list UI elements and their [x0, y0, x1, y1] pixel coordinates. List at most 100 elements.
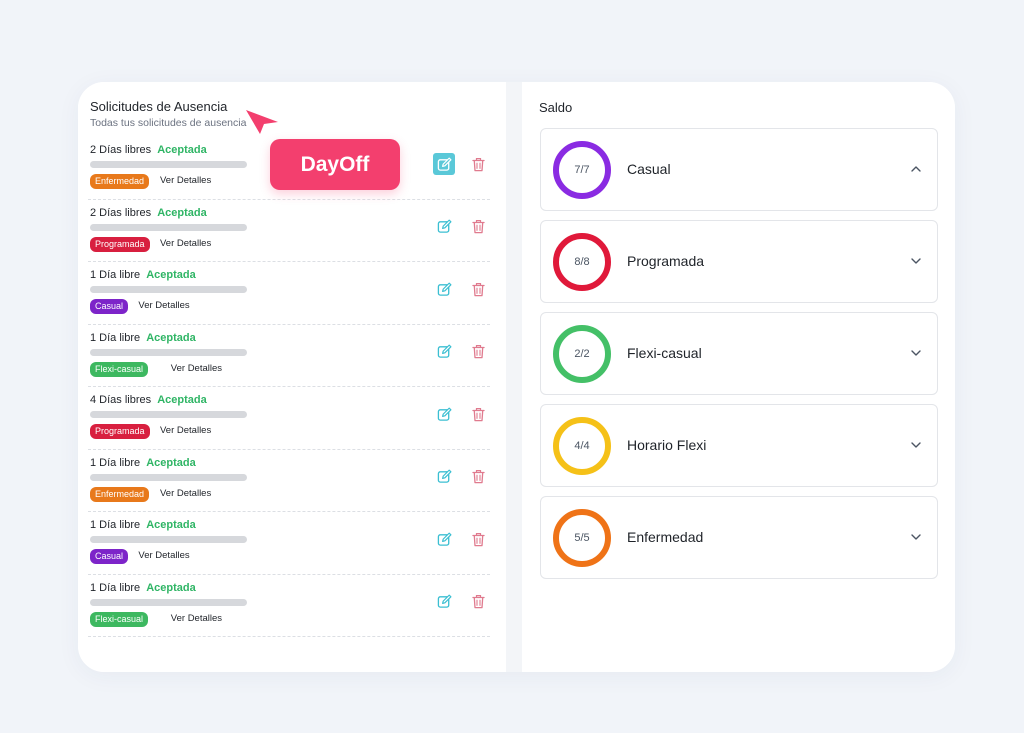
balance-type-label: Flexi-casual: [627, 345, 702, 361]
balance-ring: [553, 141, 611, 199]
chevron-icon[interactable]: [909, 438, 923, 452]
edit-button[interactable]: [433, 278, 455, 300]
request-days: 4 Días libres: [90, 394, 152, 406]
delete-button[interactable]: [467, 466, 489, 488]
balance-count: 5/5: [574, 532, 590, 544]
request-days: 1 Día libre: [90, 331, 141, 344]
request-type-badge: Casual: [90, 549, 129, 564]
request-status: Aceptada: [157, 144, 207, 156]
balance-item[interactable]: 4/4 Horario Flexi: [540, 404, 938, 487]
request-days: 1 Día libre: [90, 519, 141, 531]
request-status: Aceptada: [146, 581, 196, 594]
balance-count: 8/8: [574, 256, 590, 268]
request-detail-placeholder: [90, 348, 247, 356]
delete-button[interactable]: [467, 403, 489, 425]
edit-button[interactable]: [433, 591, 455, 613]
balance-ring: [553, 325, 611, 383]
delete-button[interactable]: [467, 278, 489, 300]
request-row: 4 Días libres Aceptada Programada Ver De…: [88, 387, 490, 450]
view-details-link[interactable]: Ver Detalles: [138, 300, 190, 311]
balance-item[interactable]: 8/8 Programada: [540, 220, 938, 303]
dayoff-tooltip: DayOff: [270, 139, 400, 190]
edit-button[interactable]: [433, 528, 455, 550]
view-details-link[interactable]: Ver Detalles: [160, 237, 212, 249]
chevron-icon[interactable]: [909, 162, 923, 176]
balance-type-label: Enfermedad: [627, 529, 704, 545]
view-details-link[interactable]: Ver Detalles: [160, 487, 212, 499]
trash-icon: [471, 532, 485, 546]
request-title: 2 Días libres Aceptada: [90, 144, 207, 156]
requests-list: 2 Días libres Aceptada Enfermedad Ver De…: [88, 137, 490, 637]
request-row: 1 Día libre Aceptada Casual Ver Detalles: [88, 262, 490, 325]
page-subtitle: Todas tus solicitudes de ausencia: [90, 117, 247, 129]
delete-button[interactable]: [467, 591, 489, 613]
request-type-badge: Casual: [90, 299, 129, 314]
balance-ring: [553, 417, 611, 475]
trash-icon: [471, 407, 485, 421]
trash-icon: [471, 345, 485, 359]
chevron-icon[interactable]: [909, 254, 923, 268]
request-row: 1 Día libre Aceptada Flexi-casual Ver De…: [88, 325, 490, 387]
request-status: Aceptada: [146, 519, 196, 531]
edit-button[interactable]: [433, 341, 455, 363]
edit-icon: [437, 219, 451, 233]
request-type-badge: Enfermedad: [90, 486, 150, 502]
cursor-icon: [246, 110, 278, 134]
view-details-link[interactable]: Ver Detalles: [170, 612, 223, 624]
request-type-badge: Programada: [90, 424, 150, 439]
request-detail-placeholder: [90, 161, 247, 168]
balance-count: 4/4: [574, 440, 590, 452]
request-days: 1 Día libre: [90, 269, 141, 281]
request-days: 2 Días libres: [90, 206, 152, 219]
edit-icon: [437, 157, 451, 171]
edit-button[interactable]: [433, 403, 455, 425]
request-status: Aceptada: [146, 269, 196, 281]
request-type-badge: Enfermedad: [90, 174, 150, 189]
request-detail-placeholder: [90, 473, 247, 481]
balance-item[interactable]: 2/2 Flexi-casual: [540, 312, 938, 395]
edit-button[interactable]: [433, 466, 455, 488]
request-detail-placeholder: [90, 411, 247, 418]
request-days: 1 Día libre: [90, 581, 141, 594]
chevron-icon[interactable]: [909, 530, 923, 544]
request-row: 2 Días libres Aceptada Enfermedad Ver De…: [88, 137, 490, 200]
request-status: Aceptada: [146, 456, 196, 469]
request-detail-placeholder: [90, 598, 247, 606]
edit-button[interactable]: [433, 153, 455, 175]
panel-divider: [506, 82, 522, 672]
request-title: 1 Día libre Aceptada: [90, 269, 196, 281]
request-days: 1 Día libre: [90, 456, 141, 469]
view-details-link[interactable]: Ver Detalles: [160, 175, 212, 186]
absence-card: Solicitudes de Ausencia Todas tus solici…: [78, 82, 955, 672]
balance-item[interactable]: 7/7 Casual: [540, 128, 938, 211]
view-details-link[interactable]: Ver Detalles: [170, 362, 223, 374]
delete-button[interactable]: [467, 341, 489, 363]
view-details-link[interactable]: Ver Detalles: [138, 550, 190, 561]
delete-button[interactable]: [467, 528, 489, 550]
balance-ring: [553, 233, 611, 291]
balance-item[interactable]: 5/5 Enfermedad: [540, 496, 938, 579]
request-row: 2 Días libres Aceptada Programada Ver De…: [88, 200, 490, 262]
request-status: Aceptada: [157, 394, 207, 406]
delete-button[interactable]: [467, 153, 489, 175]
request-status: Aceptada: [157, 206, 207, 219]
balance-panel: Saldo 7/7 Casual 8/8 Programada 2/2 Flex…: [522, 82, 955, 672]
request-row: 1 Día libre Aceptada Enfermedad Ver Deta…: [88, 450, 490, 512]
request-detail-placeholder: [90, 223, 247, 231]
view-details-link[interactable]: Ver Detalles: [160, 425, 212, 436]
requests-panel: Solicitudes de Ausencia Todas tus solici…: [78, 82, 506, 672]
request-detail-placeholder: [90, 286, 247, 293]
trash-icon: [471, 220, 485, 234]
balance-count: 2/2: [574, 348, 590, 360]
request-row: 1 Día libre Aceptada Flexi-casual Ver De…: [88, 575, 490, 637]
edit-icon: [437, 344, 451, 358]
edit-icon: [437, 532, 451, 546]
request-title: 1 Día libre Aceptada: [90, 519, 196, 531]
edit-button[interactable]: [433, 216, 455, 238]
delete-button[interactable]: [467, 216, 489, 238]
chevron-icon[interactable]: [909, 346, 923, 360]
trash-icon: [471, 595, 485, 609]
balance-ring: [553, 509, 611, 567]
request-detail-placeholder: [90, 536, 247, 543]
edit-icon: [437, 594, 451, 608]
